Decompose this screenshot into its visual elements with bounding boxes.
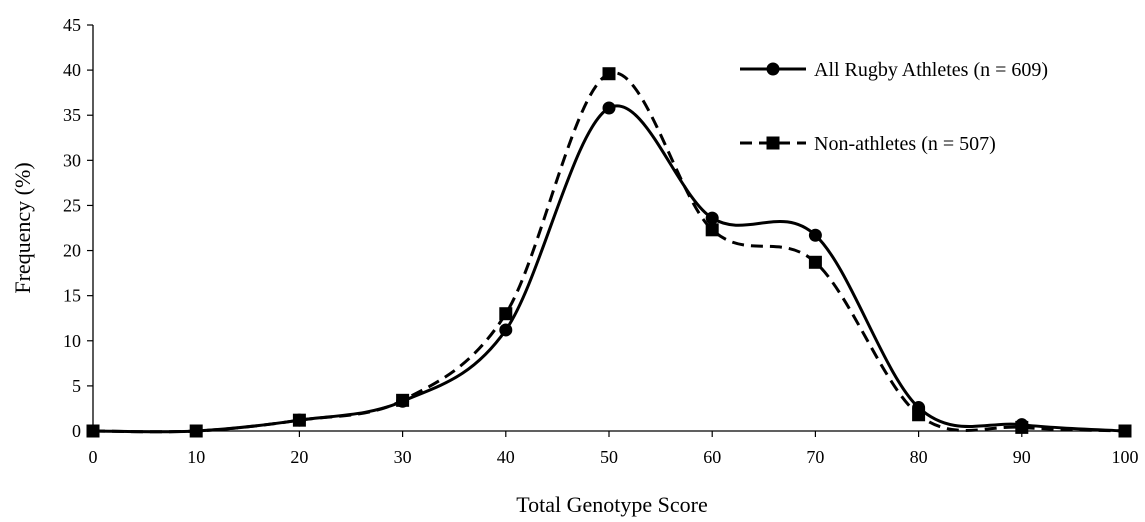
x-tick-label: 20 bbox=[290, 447, 308, 467]
series-2 bbox=[86, 67, 1132, 438]
data-point bbox=[396, 393, 410, 407]
x-tick-label: 30 bbox=[394, 447, 412, 467]
data-point bbox=[912, 408, 926, 422]
legend: All Rugby Athletes (n = 609) Non-athletes… bbox=[740, 59, 1048, 155]
legend-label: Non-athletes (n = 507) bbox=[814, 133, 996, 155]
x-tick-label: 90 bbox=[1013, 447, 1031, 467]
series-layer bbox=[86, 67, 1132, 438]
x-tick-label: 0 bbox=[89, 447, 98, 467]
y-tick-label: 30 bbox=[63, 150, 81, 170]
y-tick-label: 0 bbox=[72, 421, 81, 441]
data-point bbox=[602, 67, 616, 81]
data-point bbox=[499, 307, 513, 321]
data-point bbox=[808, 228, 822, 242]
legend-label: All Rugby Athletes (n = 609) bbox=[814, 59, 1048, 81]
y-tick-label: 45 bbox=[63, 15, 81, 35]
x-tick-label: 80 bbox=[910, 447, 928, 467]
x-tick-label: 100 bbox=[1112, 447, 1139, 467]
data-point bbox=[705, 223, 719, 237]
legend-item-2: Non-athletes (n = 507) bbox=[740, 133, 996, 155]
data-point bbox=[808, 255, 822, 269]
x-tick-label: 40 bbox=[497, 447, 515, 467]
data-point bbox=[292, 413, 306, 427]
y-tick-label: 40 bbox=[63, 60, 81, 80]
data-point bbox=[602, 101, 616, 115]
y-tick-label: 5 bbox=[72, 376, 81, 396]
y-tick-label: 20 bbox=[63, 241, 81, 261]
x-tick-label: 60 bbox=[703, 447, 721, 467]
legend-marker bbox=[766, 136, 780, 150]
x-tick-label: 70 bbox=[806, 447, 824, 467]
legend-item-1: All Rugby Athletes (n = 609) bbox=[740, 59, 1048, 81]
axes bbox=[87, 24, 1126, 437]
data-point bbox=[189, 424, 203, 438]
series-line bbox=[92, 71, 1126, 434]
y-axis-title: Frequency (%) bbox=[10, 162, 35, 293]
data-point bbox=[86, 424, 100, 438]
data-point bbox=[1118, 424, 1132, 438]
data-point bbox=[1015, 420, 1029, 434]
y-tick-label: 10 bbox=[63, 331, 81, 351]
x-tick-label: 10 bbox=[187, 447, 205, 467]
data-point bbox=[499, 323, 513, 337]
y-tick-label: 35 bbox=[63, 105, 81, 125]
legend-marker bbox=[766, 62, 780, 76]
x-tick-label: 50 bbox=[600, 447, 618, 467]
y-tick-label: 15 bbox=[63, 286, 81, 306]
tick-labels: 0 5 10 15 20 25 30 35 40 45 0 10 20 30 40 50 60 70 80 90 100 bbox=[63, 15, 1139, 467]
y-tick-label: 25 bbox=[63, 195, 81, 215]
x-axis-title: Total Genotype Score bbox=[516, 492, 708, 517]
data-point bbox=[705, 211, 719, 225]
